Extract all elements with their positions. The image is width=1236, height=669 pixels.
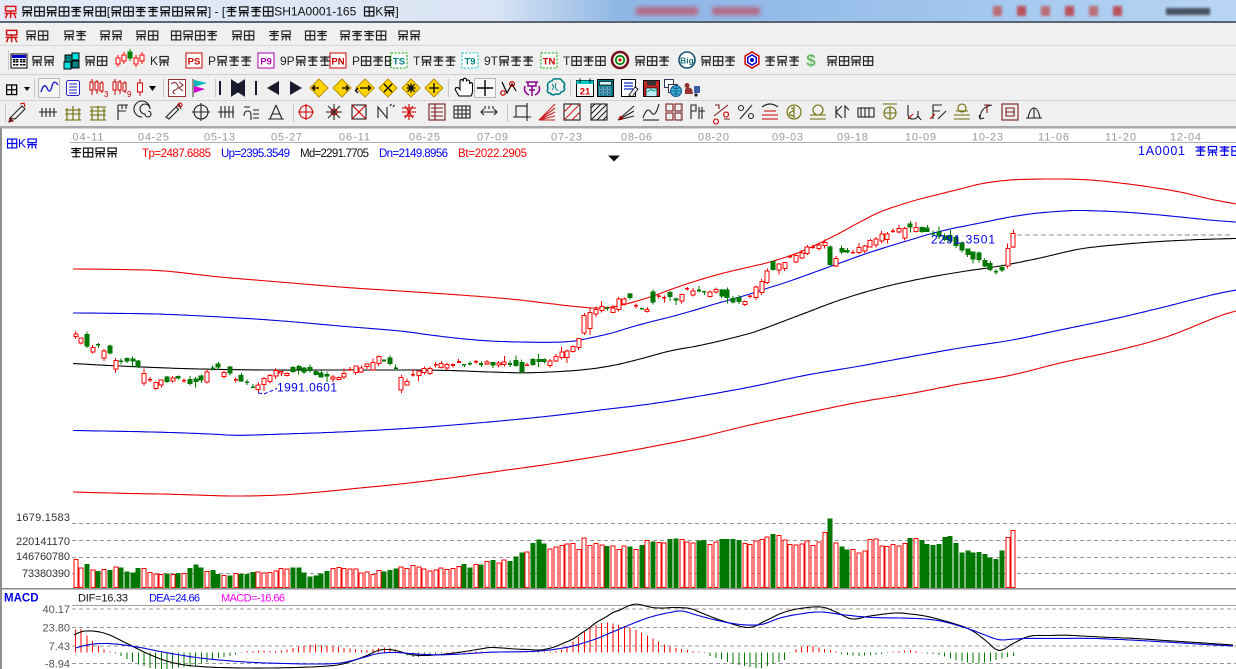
svg-text:06-25: 06-25 xyxy=(409,132,440,144)
svg-text:11-20: 11-20 xyxy=(1105,132,1136,144)
svg-text:9T: 9T xyxy=(484,54,499,68)
svg-text:08-06: 08-06 xyxy=(621,132,652,144)
svg-text:146760780: 146760780 xyxy=(16,551,70,563)
svg-text:9P: 9P xyxy=(280,54,295,68)
svg-text:P: P xyxy=(352,54,360,68)
svg-text:$: $ xyxy=(806,51,816,70)
svg-text:21: 21 xyxy=(580,87,591,98)
svg-text:1991.0601: 1991.0601 xyxy=(277,381,337,395)
svg-text:Dn=2149.8956: Dn=2149.8956 xyxy=(379,148,448,160)
svg-text:PN: PN xyxy=(331,57,344,68)
svg-text:T9: T9 xyxy=(464,57,475,68)
svg-text:73380390: 73380390 xyxy=(22,568,70,580)
svg-text:1679.1583: 1679.1583 xyxy=(16,512,70,524)
svg-text:06-11: 06-11 xyxy=(339,132,370,144)
svg-text:09-03: 09-03 xyxy=(772,132,803,144)
svg-text:Bt=2022.2905: Bt=2022.2905 xyxy=(458,148,527,160)
svg-text:08-20: 08-20 xyxy=(698,132,729,144)
svg-text:07-09: 07-09 xyxy=(477,132,508,144)
svg-text:MACD=-16.66: MACD=-16.66 xyxy=(221,593,285,605)
svg-text:04-25: 04-25 xyxy=(138,132,169,144)
svg-text:K: K xyxy=(18,137,26,151)
svg-text:]: ] xyxy=(395,5,398,19)
svg-text:K: K xyxy=(375,5,383,19)
svg-text:TN: TN xyxy=(543,57,556,68)
svg-text:PS: PS xyxy=(188,57,201,68)
svg-text:2291.3501: 2291.3501 xyxy=(931,233,995,247)
svg-text:[: [ xyxy=(107,5,111,19)
svg-text:MACD: MACD xyxy=(4,593,39,605)
svg-text:7.43: 7.43 xyxy=(49,641,70,653)
svg-text:-8.94: -8.94 xyxy=(45,659,70,669)
svg-text:12-04: 12-04 xyxy=(1170,132,1201,144)
svg-text:Up=2395.3549: Up=2395.3549 xyxy=(221,148,290,160)
svg-text:07-23: 07-23 xyxy=(551,132,582,144)
svg-text:DIF=16.33: DIF=16.33 xyxy=(78,593,128,605)
svg-text:40.17: 40.17 xyxy=(42,604,70,616)
svg-text:K: K xyxy=(150,54,158,68)
svg-text:T: T xyxy=(413,54,421,68)
svg-text:DEA=24.66: DEA=24.66 xyxy=(149,593,200,605)
svg-text:T: T xyxy=(563,54,571,68)
svg-text:Md=2291.7705: Md=2291.7705 xyxy=(300,148,369,160)
svg-text:10-09: 10-09 xyxy=(905,132,936,144)
svg-text:P: P xyxy=(208,54,216,68)
svg-text:05-27: 05-27 xyxy=(271,132,302,144)
svg-text:SH1A0001-165: SH1A0001-165 xyxy=(274,5,356,19)
svg-text:23.80: 23.80 xyxy=(42,623,70,635)
svg-text:3: 3 xyxy=(104,90,109,99)
svg-text:P9: P9 xyxy=(260,57,272,68)
svg-text:Big: Big xyxy=(680,56,694,66)
svg-text:04-11: 04-11 xyxy=(73,132,104,144)
svg-text:09-18: 09-18 xyxy=(837,132,868,144)
svg-text:] - [: ] - [ xyxy=(208,5,226,19)
svg-text:220141170: 220141170 xyxy=(16,536,70,548)
svg-text:1A0001: 1A0001 xyxy=(1138,144,1185,158)
svg-text:11-06: 11-06 xyxy=(1038,132,1069,144)
svg-text:05-13: 05-13 xyxy=(204,132,235,144)
svg-text:TS: TS xyxy=(393,57,405,68)
svg-text:10-23: 10-23 xyxy=(972,132,1003,144)
svg-text:9: 9 xyxy=(127,90,132,99)
svg-text:Tp=2487.6885: Tp=2487.6885 xyxy=(142,148,211,160)
